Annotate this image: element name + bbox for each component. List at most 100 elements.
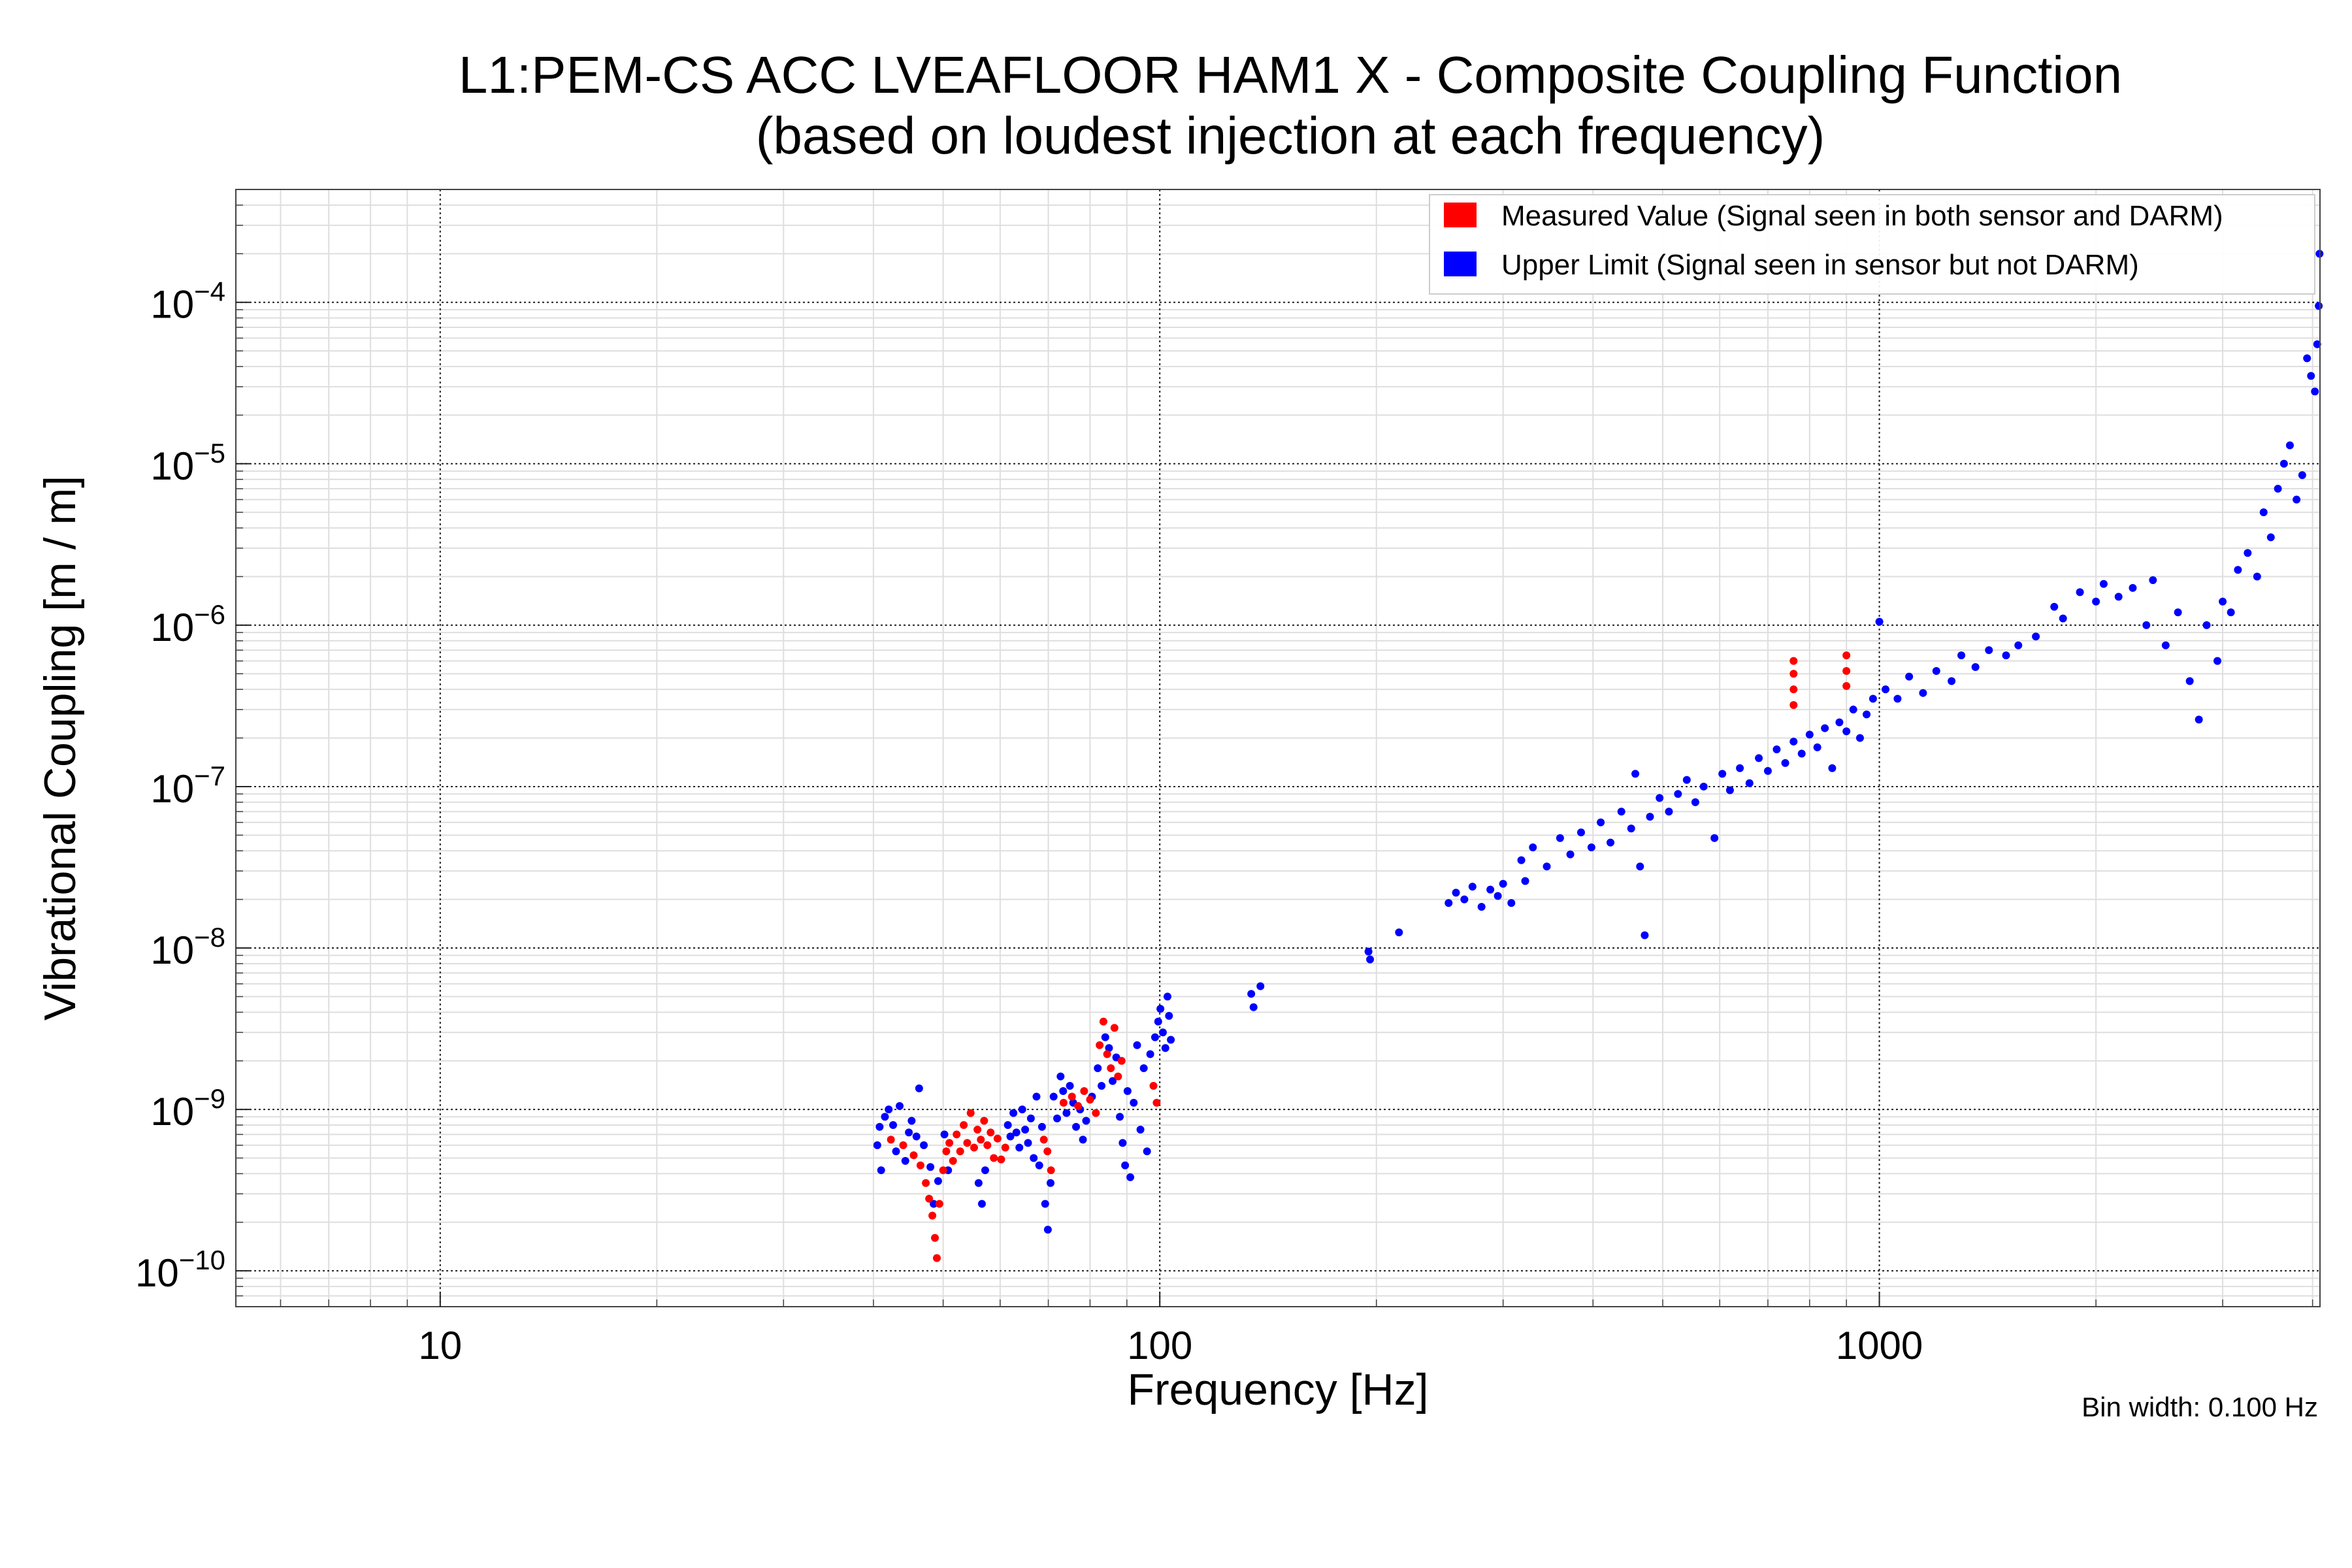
grid-minor — [236, 189, 2320, 1307]
data-point-upper-limit — [2161, 641, 2170, 649]
data-point-upper-limit — [2050, 602, 2059, 611]
data-point-upper-limit — [2279, 459, 2288, 468]
data-point-upper-limit — [2185, 677, 2194, 685]
data-point-measured — [931, 1233, 939, 1242]
data-point-upper-limit — [1882, 685, 1890, 694]
data-point-upper-limit — [1805, 730, 1814, 739]
data-point-measured — [1092, 1109, 1100, 1117]
data-point-upper-limit — [1094, 1064, 1102, 1073]
data-point-upper-limit — [1682, 776, 1691, 784]
data-point-upper-limit — [1627, 825, 1635, 833]
data-point-measured — [1068, 1092, 1076, 1101]
data-point-measured — [932, 1254, 941, 1262]
data-point-upper-limit — [1116, 1113, 1124, 1121]
data-point-measured — [953, 1130, 961, 1139]
data-point-upper-limit — [1869, 694, 1877, 703]
data-point-upper-limit — [1710, 834, 1719, 842]
data-point-upper-limit — [1056, 1072, 1065, 1081]
data-point-measured — [1039, 1135, 1048, 1144]
data-point-upper-limit — [930, 1200, 938, 1208]
data-point-upper-limit — [1641, 931, 1649, 939]
data-point-upper-limit — [901, 1156, 909, 1165]
series-measured — [887, 651, 1851, 1262]
data-point-upper-limit — [1119, 1139, 1127, 1147]
data-point-upper-limit — [1098, 1081, 1106, 1090]
data-point-upper-limit — [2266, 533, 2275, 542]
data-point-upper-limit — [1821, 724, 1829, 732]
data-point-measured — [1789, 670, 1798, 678]
data-point-upper-limit — [2285, 441, 2294, 449]
data-point-upper-limit — [1468, 883, 1477, 891]
data-point-upper-limit — [1736, 764, 1744, 772]
data-point-upper-limit — [1745, 779, 1754, 787]
plot-frame — [235, 189, 2321, 1307]
data-point-upper-limit — [1636, 862, 1644, 871]
data-point-upper-limit — [1477, 902, 1486, 911]
data-point-upper-limit — [1123, 1086, 1132, 1095]
data-point-upper-limit — [1499, 879, 1507, 888]
x-tick-label: 10 — [418, 1324, 462, 1367]
data-point-upper-limit — [1631, 770, 1640, 778]
y-tick-label: 10−10 — [135, 1245, 225, 1295]
data-point-upper-limit — [1032, 1092, 1041, 1101]
data-point-upper-limit — [1024, 1139, 1032, 1147]
data-point-measured — [909, 1151, 918, 1160]
data-point-measured — [960, 1121, 968, 1130]
data-point-upper-limit — [1163, 992, 1171, 1001]
data-point-measured — [1001, 1143, 1009, 1152]
data-point-upper-limit — [2307, 372, 2315, 380]
data-point-upper-limit — [1109, 1077, 1117, 1085]
data-point-measured — [1789, 701, 1798, 710]
data-point-measured — [977, 1135, 985, 1144]
y-axis-label: Vibrational Coupling [m / m] — [35, 476, 85, 1021]
data-point-measured — [935, 1200, 943, 1208]
data-point-measured — [993, 1134, 1002, 1143]
data-point-upper-limit — [2227, 608, 2235, 617]
data-point-upper-limit — [885, 1105, 893, 1114]
data-point-upper-limit — [1665, 808, 1673, 816]
x-axis-label: Frequency [Hz] — [1127, 1365, 1428, 1414]
data-point-upper-limit — [1146, 1050, 1154, 1058]
chart-subtitle: (based on loudest injection at each freq… — [756, 106, 1825, 165]
data-point-upper-limit — [1151, 1033, 1159, 1041]
data-point-measured — [1080, 1086, 1088, 1095]
data-point-measured — [1099, 1017, 1107, 1026]
data-point-upper-limit — [896, 1102, 904, 1110]
data-point-upper-limit — [873, 1141, 881, 1149]
data-point-upper-limit — [1507, 899, 1516, 907]
data-point-upper-limit — [934, 1177, 942, 1185]
data-point-upper-limit — [1905, 672, 1914, 681]
data-point-upper-limit — [889, 1121, 898, 1130]
data-point-upper-limit — [907, 1117, 916, 1125]
data-point-upper-limit — [1012, 1128, 1021, 1137]
data-point-upper-limit — [892, 1147, 900, 1156]
data-point-measured — [1096, 1041, 1104, 1049]
data-point-upper-limit — [2032, 632, 2040, 641]
bin-width-note: Bin width: 0.100 Hz — [2082, 1392, 2318, 1422]
data-point-measured — [983, 1141, 992, 1149]
data-point-upper-limit — [1101, 1033, 1109, 1041]
data-point-upper-limit — [1082, 1117, 1090, 1125]
data-point-upper-limit — [1006, 1132, 1015, 1141]
data-point-upper-limit — [1037, 1122, 1046, 1131]
data-point-upper-limit — [1797, 749, 1806, 758]
data-point-upper-limit — [1919, 689, 1927, 697]
data-point-upper-limit — [1133, 1041, 1141, 1049]
data-point-upper-limit — [977, 1200, 986, 1208]
data-point-upper-limit — [1041, 1200, 1049, 1208]
data-point-upper-limit — [1139, 1064, 1148, 1073]
data-point-upper-limit — [2076, 588, 2084, 596]
data-point-upper-limit — [912, 1132, 921, 1141]
data-point-upper-limit — [981, 1166, 989, 1175]
y-tick-label: 10−7 — [150, 760, 225, 811]
data-point-upper-limit — [1543, 862, 1551, 871]
data-point-upper-limit — [1156, 1005, 1165, 1013]
data-point-upper-limit — [1026, 1114, 1035, 1122]
data-point-upper-limit — [1136, 1125, 1145, 1134]
data-point-upper-limit — [1576, 828, 1585, 837]
data-point-upper-limit — [1452, 889, 1460, 897]
data-point-upper-limit — [1130, 1098, 1138, 1107]
data-point-measured — [942, 1147, 951, 1156]
data-point-measured — [1110, 1024, 1119, 1032]
data-point-upper-limit — [1725, 786, 1734, 794]
